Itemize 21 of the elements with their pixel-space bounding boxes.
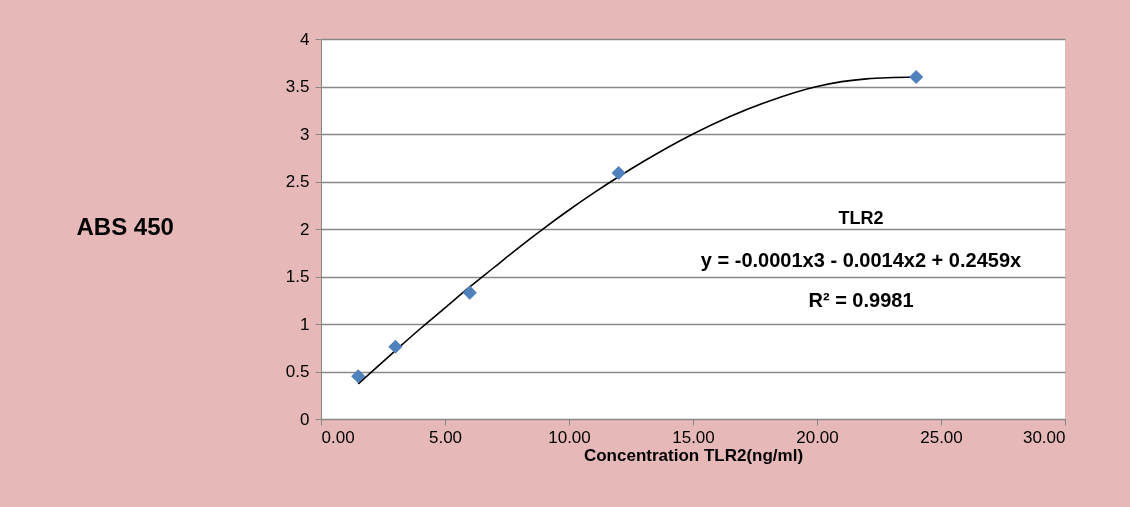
y-tick-label: 2.5 [285,172,310,191]
annotation: y = -0.0001x3 - 0.0014x2 + 0.2459x [700,249,1022,271]
x-tick-label: 10.00 [548,427,591,447]
y-tick-label: 3 [300,124,310,144]
annotation: TLR2 [838,208,884,228]
x-tick-label: 20.00 [796,427,839,447]
x-tick-label: 25.00 [920,427,963,447]
y-tick-label: 2 [300,219,310,239]
x-tick-label: 5.00 [428,427,463,447]
x-tick-label: 15.00 [672,427,715,447]
y-tick-label: 1 [300,314,310,334]
annotation: R² = 0.9981 [808,289,914,311]
y-tick-label: 0.5 [285,362,310,381]
y-axis-title: ABS 450 [76,212,174,240]
x-axis-title: Concentration TLR2(ng/ml) [583,445,804,465]
y-tick-label: 1.5 [285,267,310,286]
y-tick-label: 3.5 [285,77,310,96]
x-tick-label: 30.00 [1022,427,1066,447]
x-tick-label: 0.00 [321,427,355,447]
y-tick-label: 0 [300,409,310,429]
y-tick-label: 4 [300,29,310,49]
